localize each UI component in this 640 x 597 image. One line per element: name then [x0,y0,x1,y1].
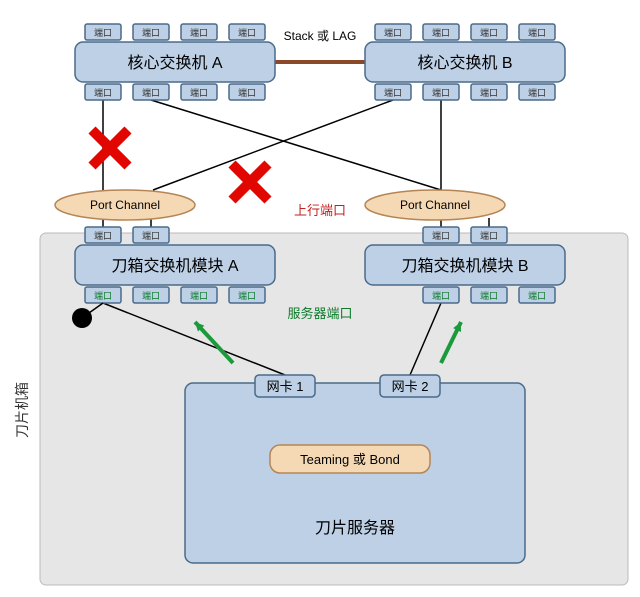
port-channel-label: Port Channel [400,198,470,212]
port-label: 端口 [238,27,256,38]
port-label: 端口 [384,27,402,38]
port-label: 端口 [190,27,208,38]
port-label: 端口 [238,290,256,301]
port-label: 端口 [480,230,498,241]
port-label: 端口 [528,87,546,98]
port-label: 端口 [142,230,160,241]
port-label: 端口 [190,290,208,301]
nic-2-label: 网卡 2 [392,379,429,394]
port-channel-label: Port Channel [90,198,160,212]
port-label: 端口 [190,87,208,98]
downlink-label: 服务器端口 [287,306,352,321]
link [153,100,393,190]
port-label: 端口 [238,87,256,98]
port-label: 端口 [480,290,498,301]
uplink-label: 上行端口 [294,203,346,218]
teaming-label: Teaming 或 Bond [300,452,400,467]
link [151,100,441,190]
port-label: 端口 [94,290,112,301]
port-label: 端口 [480,27,498,38]
port-label: 端口 [480,87,498,98]
core-switch-a-label: 核心交换机 A [127,54,222,72]
port-label: 端口 [94,27,112,38]
port-label: 端口 [94,87,112,98]
port-label: 端口 [528,27,546,38]
server-label: 刀片服务器 [315,519,395,537]
port-label: 端口 [432,87,450,98]
port-label: 端口 [432,230,450,241]
port-label: 端口 [432,290,450,301]
port-label: 端口 [142,290,160,301]
port-label: 端口 [432,27,450,38]
port-label: 端口 [142,27,160,38]
port-label: 端口 [94,230,112,241]
blade-switch-a-label: 刀箱交换机模块 A [111,257,238,275]
port-label: 端口 [142,87,160,98]
blade-switch-b-label: 刀箱交换机模块 B [401,257,528,275]
core-switch-b-label: 核心交换机 B [417,54,512,72]
stack-label: Stack 或 LAG [284,29,357,43]
chassis-label: 刀片机箱 [14,382,30,438]
port-label: 端口 [384,87,402,98]
port-label: 端口 [528,290,546,301]
nic-1-label: 网卡 1 [267,379,304,394]
